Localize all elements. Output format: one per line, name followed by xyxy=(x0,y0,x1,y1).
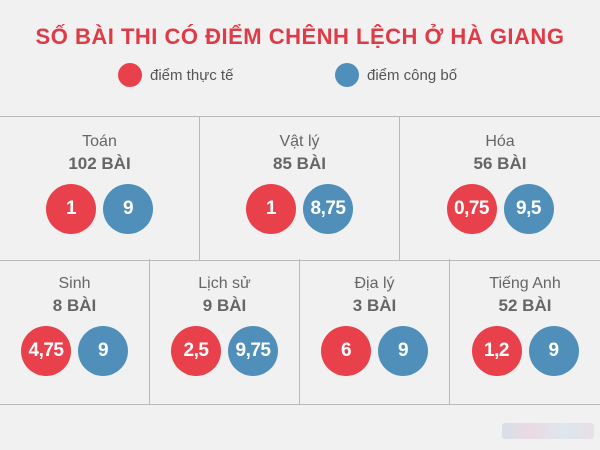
actual-score-circle: 2,5 xyxy=(171,326,221,376)
legend-published-label: điểm công bố xyxy=(367,66,458,84)
actual-score-circle: 1,2 xyxy=(471,326,522,376)
subject-card-lich-su: Lịch sử 9 BÀI 2,5 9,75 xyxy=(150,259,300,404)
subject-name: Hóa xyxy=(485,133,515,150)
subjects-row-1: Toán 102 BÀI 1 9 Vật lý 85 BÀI 1 8,75 Hó… xyxy=(0,116,600,261)
published-score-circle: 9 xyxy=(103,184,153,234)
subject-card-vat-ly: Vật lý 85 BÀI 1 8,75 xyxy=(200,117,400,260)
subject-name: Tiếng Anh xyxy=(489,275,561,292)
paper-count: 85 BÀI xyxy=(273,154,326,173)
published-score-circle: 9,5 xyxy=(503,184,554,234)
published-score-circle: 9 xyxy=(378,326,428,376)
subject-name: Vật lý xyxy=(279,133,320,150)
actual-score-circle: 6 xyxy=(321,326,371,376)
subject-name: Sinh xyxy=(58,275,91,292)
subject-name: Toán xyxy=(82,133,117,150)
subjects-row-2: Sinh 8 BÀI 4,75 9 Lịch sử 9 BÀI 2,5 9,75… xyxy=(0,259,600,405)
paper-count: 8 BÀI xyxy=(52,296,97,315)
subject-card-sinh: Sinh 8 BÀI 4,75 9 xyxy=(0,259,150,404)
paper-count: 52 BÀI xyxy=(498,296,552,315)
subject-name: Địa lý xyxy=(354,275,395,292)
legend-actual: điểm thực tế xyxy=(118,62,233,88)
actual-dot-icon xyxy=(118,63,142,87)
legend-published: điểm công bố xyxy=(335,62,457,88)
paper-count: 102 BÀI xyxy=(68,154,131,173)
watermark xyxy=(502,423,594,439)
legend-actual-label: điểm thực tế xyxy=(150,66,234,84)
published-score-circle: 9,75 xyxy=(228,326,278,376)
subject-card-tieng-anh: Tiếng Anh 52 BÀI 1,2 9 xyxy=(450,259,600,404)
paper-count: 3 BÀI xyxy=(352,296,397,315)
actual-score-circle: 0,75 xyxy=(446,184,497,234)
paper-count: 9 BÀI xyxy=(202,296,247,315)
subject-card-toan: Toán 102 BÀI 1 9 xyxy=(0,117,200,260)
actual-score-circle: 1 xyxy=(46,184,96,234)
paper-count: 56 BÀI xyxy=(473,154,527,173)
published-score-circle: 8,75 xyxy=(303,184,353,234)
infographic-title: SỐ BÀI THI CÓ ĐIỂM CHÊNH LỆCH Ở HÀ GIANG xyxy=(35,24,565,49)
subject-card-dia-ly: Địa lý 3 BÀI 6 9 xyxy=(300,259,450,404)
subject-card-hoa: Hóa 56 BÀI 0,75 9,5 xyxy=(400,117,600,260)
published-dot-icon xyxy=(335,63,359,87)
published-score-circle: 9 xyxy=(78,326,128,376)
subject-name: Lịch sử xyxy=(198,275,251,292)
actual-score-circle: 4,75 xyxy=(21,326,71,376)
actual-score-circle: 1 xyxy=(246,184,296,234)
published-score-circle: 9 xyxy=(528,326,579,376)
